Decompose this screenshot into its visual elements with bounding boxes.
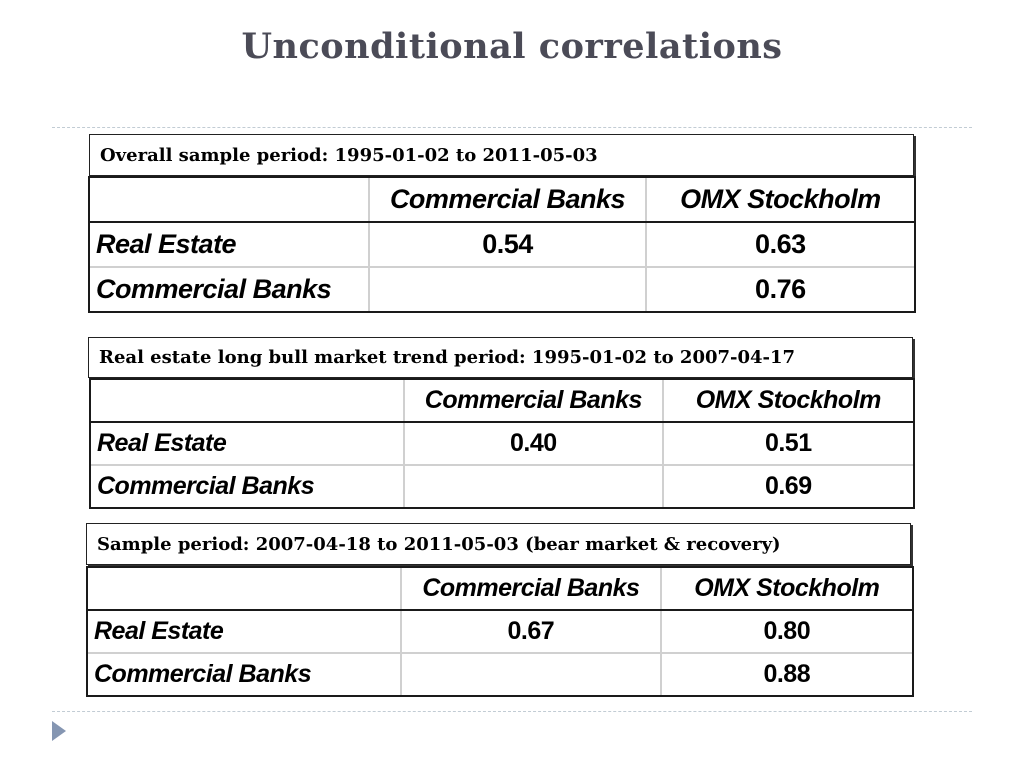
column-header: Commercial Banks bbox=[403, 378, 663, 423]
corner-cell bbox=[87, 176, 370, 223]
correlation-value bbox=[403, 464, 663, 509]
column-header: OMX Stockholm bbox=[659, 566, 915, 611]
table-row: Real Estate 0.54 0.63 bbox=[87, 221, 917, 267]
period-label-1: Overall sample period: 1995-01-02 to 201… bbox=[89, 134, 914, 176]
table-header-row: Commercial Banks OMX Stockholm bbox=[88, 378, 916, 423]
table-header-row: Commercial Banks OMX Stockholm bbox=[85, 566, 915, 611]
row-header: Commercial Banks bbox=[85, 652, 402, 697]
table-header-row: Commercial Banks OMX Stockholm bbox=[87, 176, 917, 223]
bottom-divider bbox=[52, 711, 972, 712]
correlation-value: 0.54 bbox=[368, 221, 646, 267]
period-label-2: Real estate long bull market trend perio… bbox=[88, 337, 913, 378]
correlation-value bbox=[368, 266, 646, 313]
correlation-table-1: Commercial Banks OMX Stockholm Real Esta… bbox=[87, 176, 917, 313]
correlation-value: 0.88 bbox=[659, 652, 915, 697]
period-label-3: Sample period: 2007-04-18 to 2011-05-03 … bbox=[86, 523, 911, 565]
correlation-value: 0.69 bbox=[661, 464, 916, 509]
column-header: OMX Stockholm bbox=[661, 378, 916, 423]
correlation-value: 0.80 bbox=[659, 609, 915, 653]
row-header: Real Estate bbox=[87, 221, 370, 267]
corner-cell bbox=[88, 378, 405, 423]
correlation-value: 0.67 bbox=[400, 609, 661, 653]
row-header: Commercial Banks bbox=[87, 266, 370, 313]
correlation-table-2: Commercial Banks OMX Stockholm Real Esta… bbox=[88, 378, 916, 509]
correlation-value: 0.76 bbox=[644, 266, 917, 313]
table-row: Real Estate 0.40 0.51 bbox=[88, 421, 916, 465]
table-row: Commercial Banks 0.69 bbox=[88, 464, 916, 509]
correlation-value bbox=[400, 652, 661, 697]
column-header: Commercial Banks bbox=[400, 566, 661, 611]
column-header: Commercial Banks bbox=[368, 176, 646, 223]
correlation-value: 0.63 bbox=[644, 221, 917, 267]
table-row: Commercial Banks 0.88 bbox=[85, 652, 915, 697]
row-header: Real Estate bbox=[85, 609, 402, 653]
correlation-value: 0.51 bbox=[661, 421, 916, 465]
triangle-bullet-icon bbox=[52, 721, 66, 741]
corner-cell bbox=[85, 566, 402, 611]
top-divider bbox=[52, 127, 972, 128]
correlation-value: 0.40 bbox=[403, 421, 663, 465]
row-header: Commercial Banks bbox=[88, 464, 405, 509]
column-header: OMX Stockholm bbox=[644, 176, 917, 223]
table-row: Commercial Banks 0.76 bbox=[87, 266, 917, 313]
correlation-table-3: Commercial Banks OMX Stockholm Real Esta… bbox=[85, 566, 915, 697]
row-header: Real Estate bbox=[88, 421, 405, 465]
table-row: Real Estate 0.67 0.80 bbox=[85, 609, 915, 653]
slide-title: Unconditional correlations bbox=[241, 26, 783, 67]
